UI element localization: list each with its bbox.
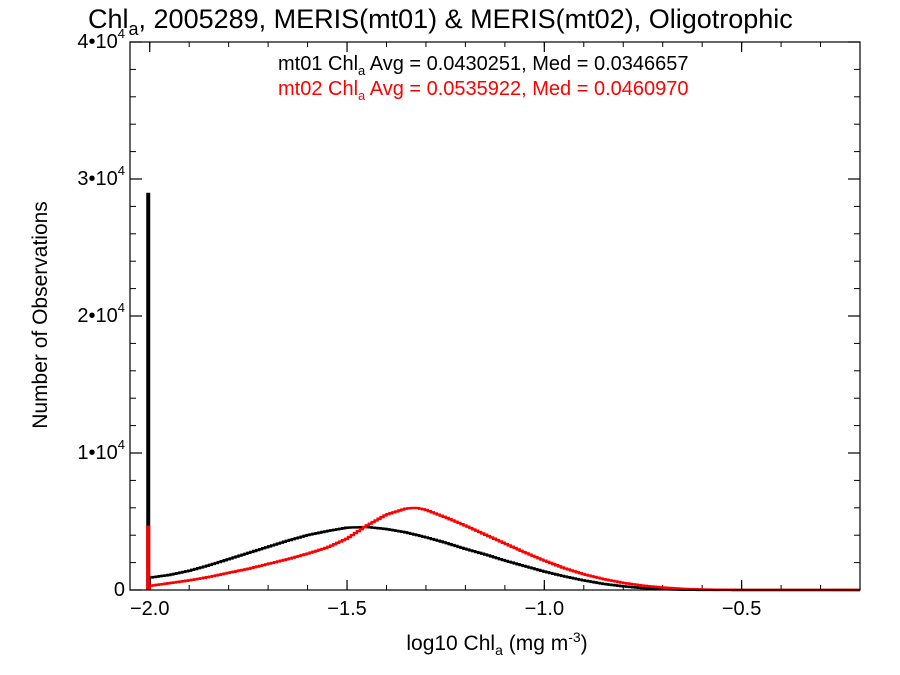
x-axis-label: log10 Chla (mg m-3) [406, 629, 587, 658]
annotation-mt01: mt01 Chla Avg = 0.0430251, Med = 0.03466… [278, 53, 689, 78]
x-tick-label-2: −1.0 [525, 598, 564, 620]
annotation-mt02: mt02 Chla Avg = 0.0535922, Med = 0.04609… [278, 78, 689, 103]
plot-frame [129, 41, 861, 591]
axis-ticks: −2.0 −1.5 −1.0 −0.5 0 1•104 2•104 3•104 4•104 [77, 26, 861, 620]
y-tick-label-1: 1•104 [77, 437, 125, 464]
y-tick-label-4: 4•104 [77, 26, 125, 53]
series-line-0 [148, 525, 860, 592]
y-tick-label-2: 2•104 [77, 300, 125, 327]
y-tick-label-3: 3•104 [77, 163, 125, 190]
y-axis-label: Number of Observations [29, 201, 52, 429]
y-tick-label-0: 0 [114, 579, 125, 601]
x-tick-label-3: −0.5 [722, 598, 761, 620]
x-tick-label-1: −1.5 [327, 598, 366, 620]
series-layer [146, 192, 860, 592]
chart-title: Chla, 2005289, MERIS(mt01) & MERIS(mt02)… [88, 4, 793, 39]
x-tick-label-0: −2.0 [130, 598, 169, 620]
